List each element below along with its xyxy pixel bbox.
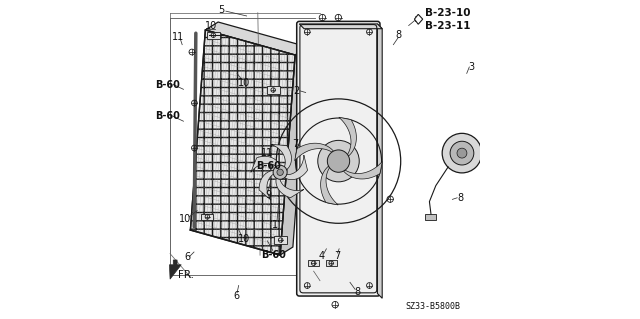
Text: 7: 7	[292, 138, 298, 149]
Text: 4: 4	[319, 251, 324, 261]
Polygon shape	[276, 175, 304, 198]
Text: 10: 10	[238, 78, 250, 88]
Text: 2: 2	[293, 86, 300, 96]
Polygon shape	[259, 170, 276, 200]
Text: B-60: B-60	[261, 250, 286, 260]
Polygon shape	[294, 143, 333, 161]
Text: 8: 8	[355, 287, 360, 297]
Polygon shape	[205, 22, 308, 55]
Bar	[424, 214, 436, 220]
Circle shape	[442, 133, 482, 173]
Polygon shape	[321, 166, 338, 205]
Text: 11: 11	[261, 148, 273, 158]
Text: B-60: B-60	[155, 111, 180, 122]
Circle shape	[450, 141, 474, 165]
Text: 1: 1	[272, 220, 278, 230]
Polygon shape	[251, 156, 280, 172]
Polygon shape	[267, 86, 280, 93]
Circle shape	[273, 165, 287, 179]
Polygon shape	[344, 161, 382, 179]
Text: B-60: B-60	[256, 161, 281, 171]
Text: 10: 10	[179, 213, 191, 224]
Polygon shape	[415, 14, 422, 24]
Polygon shape	[207, 32, 220, 39]
Text: 10: 10	[238, 234, 250, 244]
Text: 3: 3	[468, 62, 475, 72]
Text: 8: 8	[458, 193, 463, 203]
Text: SZ33-B5800B: SZ33-B5800B	[406, 302, 461, 311]
Polygon shape	[275, 236, 287, 243]
Text: 11: 11	[172, 32, 184, 42]
Circle shape	[457, 148, 467, 158]
Polygon shape	[300, 24, 382, 29]
Text: FR.: FR.	[178, 270, 194, 280]
Text: B-23-11: B-23-11	[425, 20, 471, 31]
Polygon shape	[202, 214, 213, 220]
Polygon shape	[271, 145, 291, 171]
Polygon shape	[191, 30, 295, 255]
Text: 8: 8	[395, 30, 401, 40]
Text: B-60: B-60	[155, 79, 180, 90]
Polygon shape	[282, 155, 308, 180]
Text: B-23-10: B-23-10	[425, 8, 471, 18]
FancyBboxPatch shape	[297, 21, 380, 296]
Polygon shape	[308, 260, 319, 266]
Circle shape	[277, 169, 284, 175]
Text: 10: 10	[205, 21, 218, 31]
Polygon shape	[378, 24, 382, 298]
Text: 6: 6	[184, 252, 190, 262]
Text: 7: 7	[335, 251, 340, 261]
Polygon shape	[326, 260, 337, 266]
Polygon shape	[280, 47, 308, 255]
Circle shape	[318, 140, 359, 182]
Circle shape	[327, 150, 349, 172]
Text: 9: 9	[265, 189, 271, 200]
Polygon shape	[170, 260, 181, 279]
Text: 5: 5	[218, 5, 224, 15]
Polygon shape	[339, 117, 356, 156]
Text: 6: 6	[234, 291, 239, 301]
